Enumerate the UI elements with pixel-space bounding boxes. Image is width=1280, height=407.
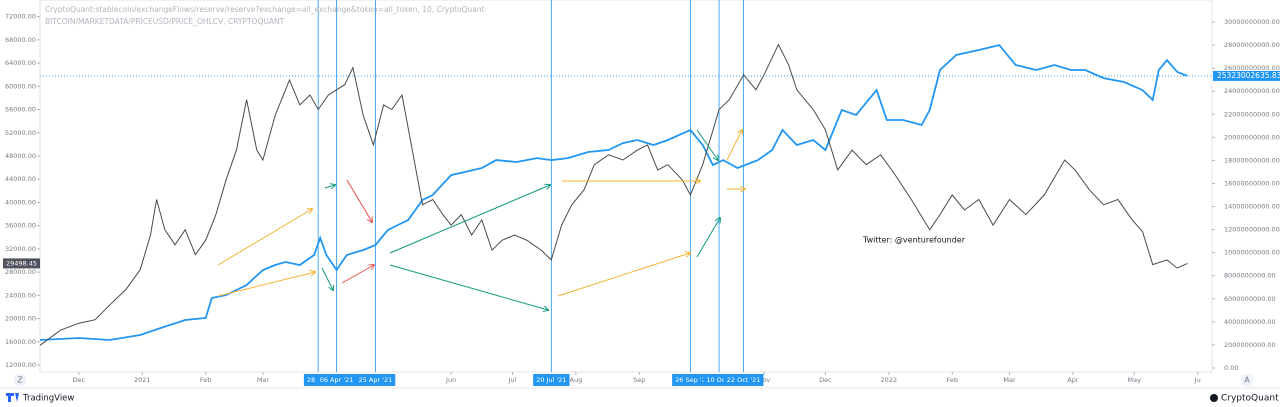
value-badge	[3, 258, 40, 269]
marker-label-box	[316, 374, 357, 386]
y2-tick-label: 24000000000.00	[1224, 87, 1280, 95]
legend-entry: CryptoQuant:stablecoin/exchangeFlows/res…	[45, 5, 485, 14]
arrow	[726, 130, 742, 161]
arrow	[389, 264, 548, 310]
button[interactable]	[1241, 374, 1253, 386]
y-tick-label: 48000.00	[5, 152, 36, 160]
tradingview-logo[interactable]	[6, 393, 19, 402]
arrow	[696, 129, 718, 160]
marker-label: 20 Jul '21	[536, 376, 566, 384]
y2-tick-label: 22000000000.00	[1224, 110, 1280, 118]
y2-tick-label: 28000000000.00	[1224, 41, 1280, 49]
arrow	[324, 185, 335, 188]
y-tick-label: 52000.00	[5, 129, 36, 137]
x-tick-label: Ju	[1194, 376, 1201, 384]
arrow	[341, 265, 374, 284]
button-label[interactable]: Z	[17, 376, 23, 385]
y-tick-label: 64000.00	[5, 59, 36, 67]
x-tick-label: May	[1128, 376, 1142, 384]
value-badge-label: 25323002635.83	[1217, 71, 1280, 80]
x-tick-label: 2021	[134, 376, 151, 384]
arrow	[217, 272, 315, 297]
y2-tick-label: 16000000000.00	[1224, 179, 1280, 187]
button-label[interactable]: A	[1244, 376, 1250, 385]
y2-tick-label: 10000000000.00	[1224, 249, 1280, 257]
x-tick-label: Nov	[758, 376, 771, 384]
marker-label: 22 Oct '21	[727, 376, 761, 384]
x-tick-label: Aug	[570, 376, 583, 384]
y2-tick-label: 14000000000.00	[1224, 203, 1280, 211]
marker-label: 26 Sep '2	[675, 376, 706, 384]
footer-brand[interactable]: TradingView	[22, 394, 74, 404]
x-tick-label: 2022	[881, 376, 898, 384]
y2-tick-label: 30000000000.00	[1224, 18, 1280, 26]
marker-label: 25 Apr '21	[359, 376, 393, 384]
x-tick-label: Feb	[200, 376, 212, 384]
x-tick-label: Dec	[819, 376, 832, 384]
x-tick-label: Sep	[633, 376, 645, 384]
y2-tick-label: 26000000000.00	[1224, 64, 1280, 72]
arrow	[696, 218, 720, 258]
y-tick-label: 16000.00	[5, 338, 36, 346]
x-tick-label: Jun	[445, 376, 456, 384]
value-badge	[1213, 70, 1280, 81]
arrow	[346, 179, 372, 222]
marker-label: 06 Apr '21	[320, 376, 354, 384]
arrow	[321, 267, 333, 290]
x-tick-label: Jul	[508, 376, 517, 384]
y-tick-label: 20000.00	[5, 315, 36, 323]
y-tick-label: 72000.00	[5, 13, 36, 21]
legend-entry: BITCOIN/MARKETDATA/PRICEUSD/PRICE_OHLCV,…	[45, 17, 285, 26]
y2-tick-label: 6000000000.00	[1224, 295, 1276, 303]
y-tick-label: 32000.00	[5, 245, 36, 253]
y2-tick-label: 8000000000.00	[1224, 272, 1276, 280]
series-line	[39, 43, 1188, 346]
arrows	[217, 129, 745, 310]
value-badge-label: 29498.45	[6, 259, 37, 267]
annotation: Twitter: @venturefounder	[862, 236, 966, 245]
y2-tick-label: 12000000000.00	[1224, 226, 1280, 234]
series-line	[39, 44, 1188, 341]
marker-label-box	[723, 374, 764, 386]
y-tick-label: 40000.00	[5, 198, 36, 206]
plot-frame	[39, 0, 1213, 373]
button[interactable]	[14, 374, 26, 386]
y2-tick-label: 20000000000.00	[1224, 133, 1280, 141]
arrow	[217, 209, 312, 266]
y-tick-label: 12000.00	[5, 361, 36, 369]
y-tick-label: 24000.00	[5, 291, 36, 299]
marker-label-box	[355, 374, 396, 386]
marker-label: 10 Oct '	[706, 376, 732, 384]
y-tick-label: 28000.00	[5, 268, 36, 276]
y-tick-label: 36000.00	[5, 222, 36, 230]
arrow	[557, 253, 690, 297]
marker-label-box	[672, 374, 709, 386]
y-tick-label: 68000.00	[5, 36, 36, 44]
x-tick-label: Dec	[73, 376, 86, 384]
arrow	[389, 185, 550, 254]
footer-brand[interactable]: CryptoQuant	[1221, 394, 1279, 404]
marker-label-box	[533, 374, 570, 386]
y2-tick-label: 0.00	[1224, 364, 1238, 372]
y-tick-label: 60000.00	[5, 82, 36, 90]
cryptoquant-logo[interactable]	[1210, 394, 1218, 402]
x-tick-label: Mar	[1003, 376, 1016, 384]
y2-tick-label: 2000000000.00	[1224, 341, 1276, 349]
y2-tick-label: 18000000000.00	[1224, 156, 1280, 164]
y-tick-label: 44000.00	[5, 175, 36, 183]
y2-tick-label: 4000000000.00	[1224, 318, 1276, 326]
x-tick-label: Feb	[946, 376, 958, 384]
x-tick-label: Mar	[257, 376, 270, 384]
x-tick-label: Apr	[1067, 376, 1079, 384]
plot-layer: 72000.00 68000.00 64000.00 60000.00 56000.00…	[3, 0, 1280, 386]
y-tick-label: 56000.00	[5, 106, 36, 114]
